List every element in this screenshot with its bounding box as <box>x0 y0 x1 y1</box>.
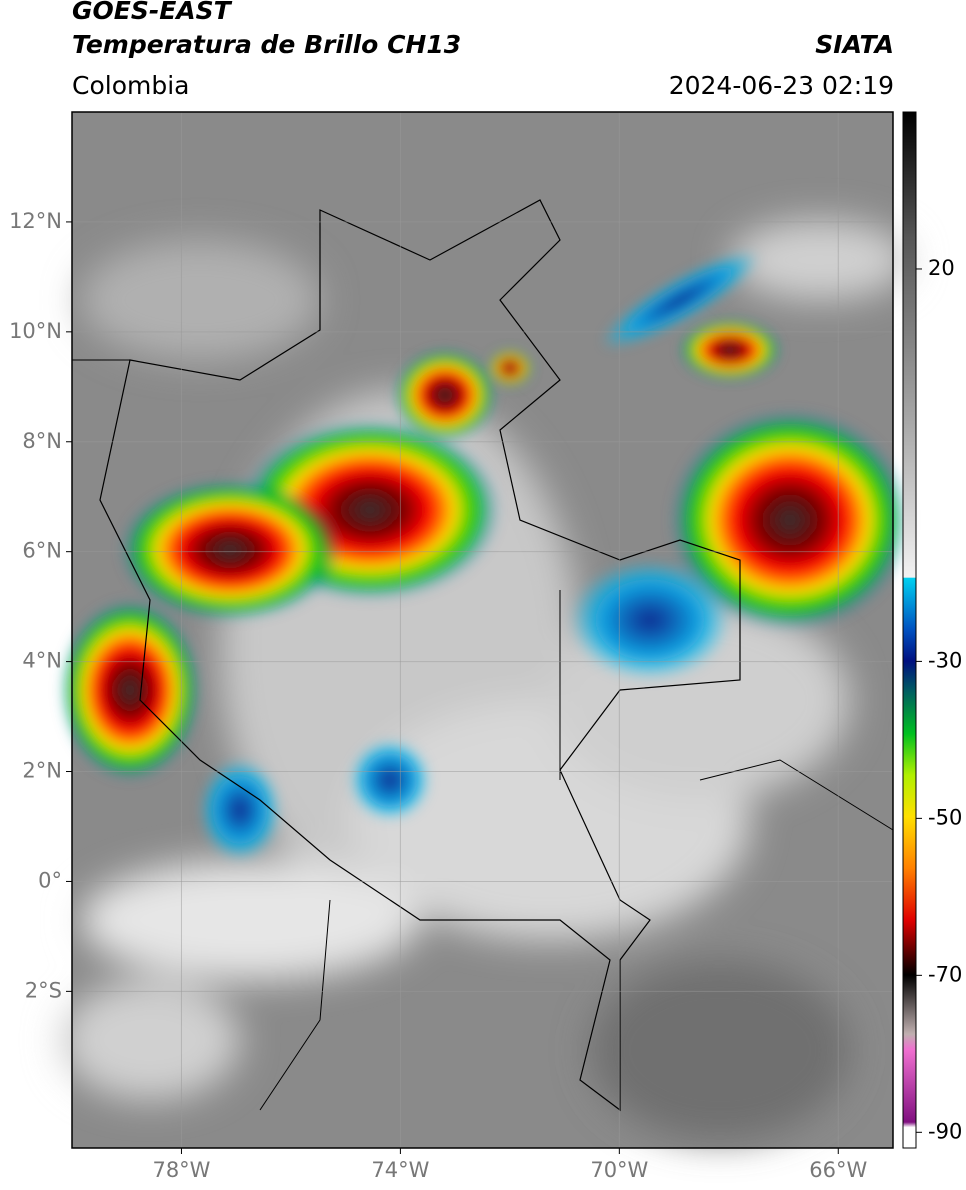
colorbar-tick-label: 20 <box>928 256 955 280</box>
y-tick-label: 12°N <box>9 209 62 233</box>
border <box>99 199 741 1112</box>
title: GOES-EAST <box>72 0 231 25</box>
y-tick-label: 2°N <box>22 759 62 783</box>
colorbar-tick-label: -90 <box>928 1119 962 1143</box>
x-tick-label: 70°W <box>590 1158 648 1182</box>
satellite-image <box>60 112 910 1148</box>
y-tick-label: 0° <box>38 868 62 892</box>
y-tick-label: 10°N <box>9 319 62 343</box>
border <box>72 359 894 1111</box>
source: SIATA <box>815 30 894 59</box>
colorbar-tick-label: -70 <box>928 962 962 986</box>
timestamp: 2024-06-23 02:19 <box>668 71 894 100</box>
colorbar <box>902 111 917 1149</box>
x-tick-label: 78°W <box>152 1158 210 1182</box>
y-tick-label: 6°N <box>22 539 62 563</box>
y-tick-label: 4°N <box>22 649 62 673</box>
y-tick-label: 2°S <box>25 978 62 1002</box>
y-tick-label: 8°N <box>22 429 62 453</box>
x-tick-label: 66°W <box>809 1158 867 1182</box>
colorbar-tick-label: -30 <box>928 648 962 672</box>
x-tick-label: 74°W <box>371 1158 429 1182</box>
colorbar-tick-label: -50 <box>928 805 962 829</box>
region: Colombia <box>72 71 190 100</box>
map-frame <box>71 111 894 1149</box>
subtitle: Temperatura de Brillo CH13 <box>72 30 462 59</box>
